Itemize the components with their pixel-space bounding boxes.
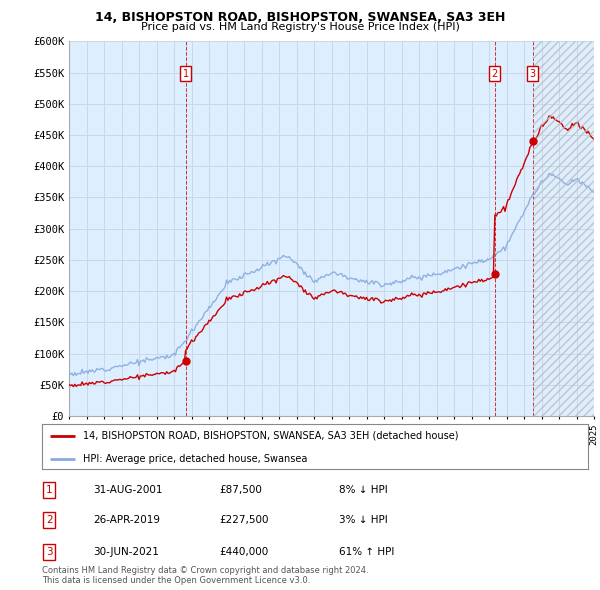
Text: HPI: Average price, detached house, Swansea: HPI: Average price, detached house, Swan… bbox=[83, 454, 307, 464]
Text: 2: 2 bbox=[46, 516, 53, 525]
Text: 30-JUN-2021: 30-JUN-2021 bbox=[93, 547, 159, 556]
Text: 3: 3 bbox=[530, 69, 536, 79]
Text: 61% ↑ HPI: 61% ↑ HPI bbox=[339, 547, 394, 556]
Text: 31-AUG-2001: 31-AUG-2001 bbox=[93, 485, 163, 494]
Text: £87,500: £87,500 bbox=[219, 485, 262, 494]
Text: 26-APR-2019: 26-APR-2019 bbox=[93, 516, 160, 525]
Text: £440,000: £440,000 bbox=[219, 547, 268, 556]
Text: 14, BISHOPSTON ROAD, BISHOPSTON, SWANSEA, SA3 3EH (detached house): 14, BISHOPSTON ROAD, BISHOPSTON, SWANSEA… bbox=[83, 431, 458, 441]
Text: 1: 1 bbox=[182, 69, 188, 79]
Text: £227,500: £227,500 bbox=[219, 516, 269, 525]
Text: 3: 3 bbox=[46, 547, 53, 556]
Text: Price paid vs. HM Land Registry's House Price Index (HPI): Price paid vs. HM Land Registry's House … bbox=[140, 22, 460, 32]
Text: 3% ↓ HPI: 3% ↓ HPI bbox=[339, 516, 388, 525]
Text: 14, BISHOPSTON ROAD, BISHOPSTON, SWANSEA, SA3 3EH: 14, BISHOPSTON ROAD, BISHOPSTON, SWANSEA… bbox=[95, 11, 505, 24]
Text: 8% ↓ HPI: 8% ↓ HPI bbox=[339, 485, 388, 494]
Text: 1: 1 bbox=[46, 485, 53, 494]
Text: Contains HM Land Registry data © Crown copyright and database right 2024.
This d: Contains HM Land Registry data © Crown c… bbox=[42, 566, 368, 585]
Text: 2: 2 bbox=[491, 69, 498, 79]
Bar bbox=[533, 41, 594, 416]
